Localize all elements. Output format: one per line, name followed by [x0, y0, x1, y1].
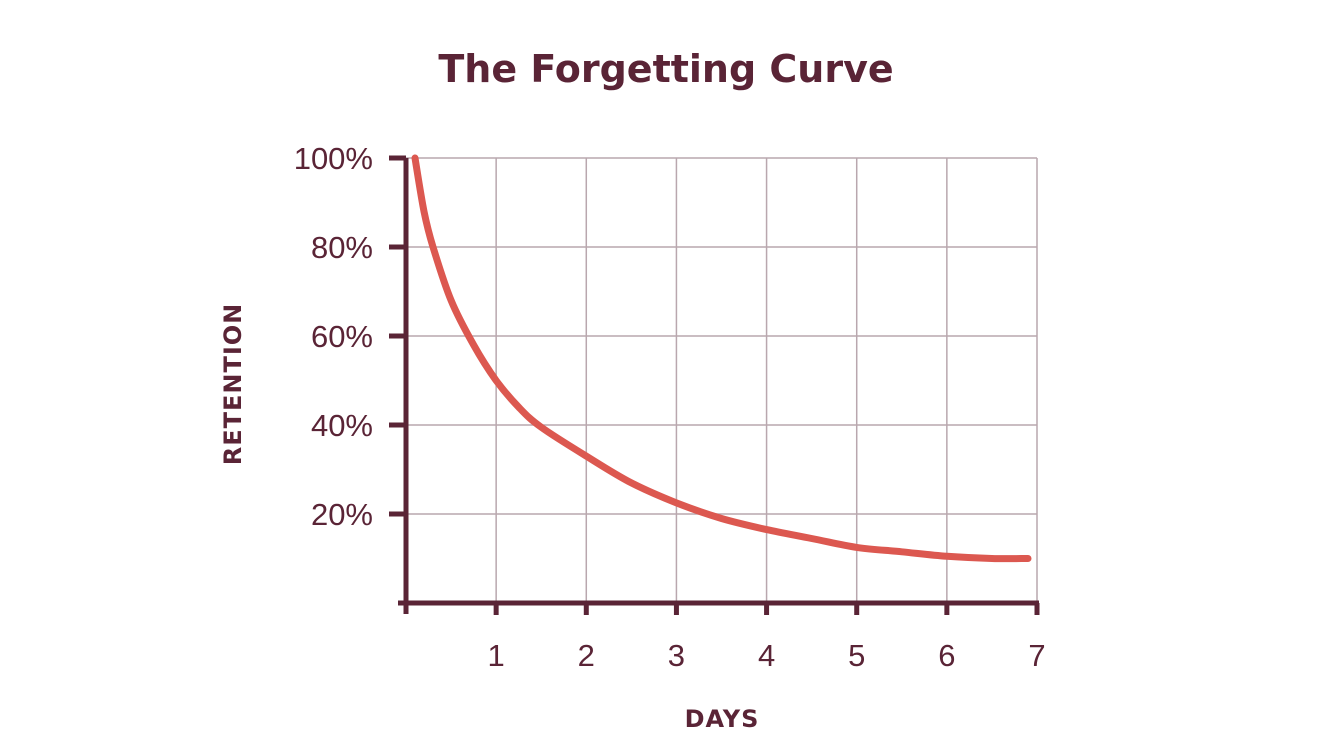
x-tick-label: 7	[1028, 638, 1045, 673]
y-tick-label: 80%	[311, 230, 373, 265]
y-tick-label: 60%	[311, 319, 373, 354]
retention-curve	[411, 154, 1032, 563]
x-tick-label: 5	[848, 638, 865, 673]
x-axis-label: DAYS	[685, 705, 760, 733]
tick-labels: 1 2 3 4 5 6 7 20% 40% 60% 80% 100%	[294, 141, 1046, 673]
x-tick-label: 2	[578, 638, 595, 673]
y-tick-label: 20%	[311, 497, 373, 532]
x-tick-label: 4	[758, 638, 775, 673]
x-tick-label: 6	[938, 638, 955, 673]
series	[411, 154, 1032, 563]
y-axis-label: RETENTION	[219, 303, 247, 466]
x-tick-label: 1	[488, 638, 505, 673]
grid	[406, 157, 1038, 603]
axes	[389, 155, 1040, 615]
y-tick-label: 40%	[311, 408, 373, 443]
chart-title: The Forgetting Curve	[438, 47, 893, 91]
x-tick-label: 3	[668, 638, 685, 673]
y-tick-label: 100%	[294, 141, 373, 176]
